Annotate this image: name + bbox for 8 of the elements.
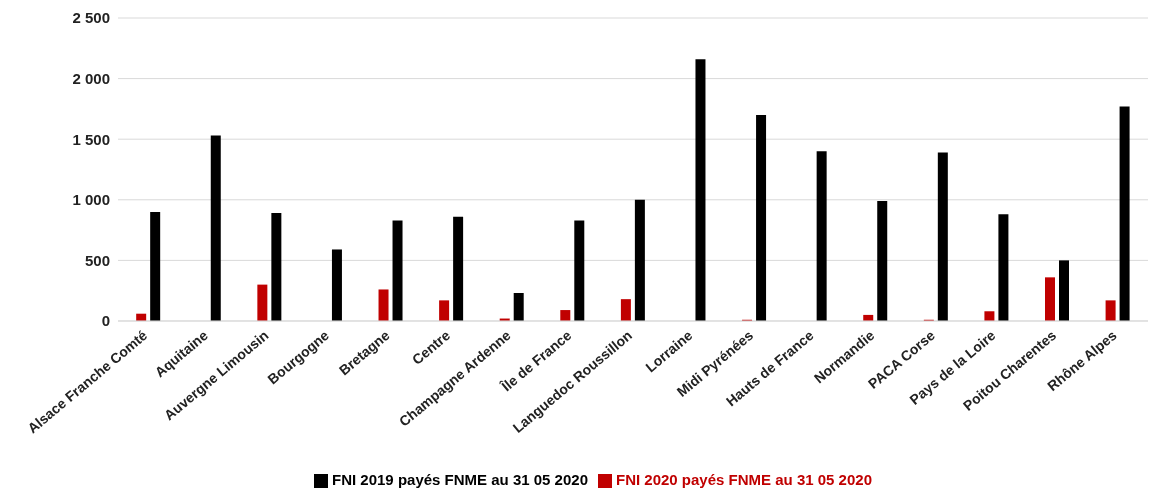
y-tick-label: 1 500: [72, 130, 110, 148]
y-tick-label: 1 000: [72, 191, 110, 209]
legend-label: FNI 2020 payés FNME au 31 05 2020: [616, 470, 872, 488]
y-tick-label: 500: [84, 251, 110, 269]
y-tick-label: 2 500: [72, 9, 110, 27]
y-tick-label: 0: [101, 312, 110, 330]
legend-label: FNI 2019 payés FNME au 31 05 2020: [332, 470, 588, 488]
y-tick-label: 2 000: [72, 69, 110, 87]
